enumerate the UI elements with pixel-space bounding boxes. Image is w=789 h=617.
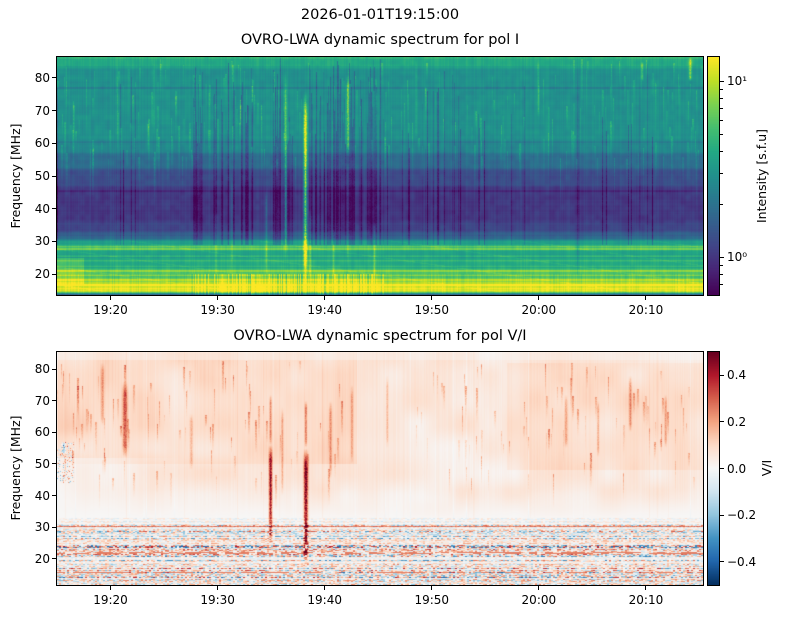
x-tick-mark — [324, 586, 326, 590]
x-tick-label: 19:40 — [307, 303, 342, 317]
y-tick-mark — [52, 431, 56, 433]
colorbar-tick-mark — [720, 468, 724, 469]
pol-i-spectrogram-canvas — [57, 57, 703, 295]
colorbar-tick-mark — [720, 561, 724, 563]
colorbar-minor-tick-mark — [720, 264, 723, 266]
x-tick-label: 20:00 — [521, 303, 557, 317]
x-tick-label: 19:20 — [93, 303, 128, 317]
colorbar-tick-label: −0.4 — [727, 554, 757, 569]
colorbar-minor-tick-mark — [720, 150, 723, 152]
y-tick-label: 80 — [34, 70, 50, 85]
y-tick-mark — [52, 495, 56, 497]
x-tick-label: 19:30 — [200, 303, 235, 317]
x-tick-label: 19:50 — [414, 593, 450, 607]
x-tick-mark — [110, 296, 112, 300]
colorbar-tick-label: 0.4 — [727, 368, 747, 383]
x-tick-label: 19:20 — [93, 593, 128, 607]
colorbar-minor-tick-mark — [720, 273, 723, 275]
colorbar-minor-tick-mark — [720, 203, 723, 205]
y-tick-mark — [52, 208, 56, 210]
y-tick-mark — [52, 558, 56, 560]
y-tick-mark — [52, 77, 56, 79]
x-tick-label: 20:10 — [628, 303, 664, 317]
x-tick-label: 19:40 — [307, 593, 342, 607]
pol-i-colorbar-canvas — [708, 57, 719, 295]
y-tick-label: 30 — [34, 520, 50, 535]
y-tick-mark — [52, 526, 56, 528]
y-tick-mark — [52, 463, 56, 465]
x-tick-label: 19:30 — [200, 593, 235, 607]
y-tick-mark — [52, 110, 56, 112]
y-tick-label: 40 — [34, 488, 50, 503]
x-tick-mark — [645, 586, 647, 590]
y-tick-label: 50 — [34, 456, 50, 471]
y-tick-label: 70 — [34, 393, 50, 408]
colorbar-minor-tick-mark — [720, 107, 723, 109]
x-tick-label: 20:00 — [521, 593, 557, 607]
pol-vi-panel-title: OVRO-LWA dynamic spectrum for pol V/I — [233, 328, 527, 344]
colorbar-minor-tick-mark — [720, 88, 723, 90]
y-tick-label: 50 — [34, 169, 50, 183]
y-tick-label: 30 — [34, 234, 50, 249]
pol-i-colorbar-label: Intensity [s.f.u] — [754, 129, 769, 224]
x-tick-mark — [217, 586, 219, 590]
x-tick-mark — [538, 586, 540, 590]
x-tick-label: 19:50 — [414, 303, 450, 317]
colorbar-tick-label: 10⁰ — [727, 250, 748, 265]
colorbar-tick-label: 0.0 — [727, 461, 747, 476]
y-tick-label: 40 — [34, 201, 50, 216]
pol-i-panel-title: OVRO-LWA dynamic spectrum for pol I — [240, 32, 520, 48]
colorbar-minor-tick-mark — [720, 119, 723, 121]
y-tick-mark — [52, 368, 56, 370]
colorbar-minor-tick-mark — [720, 97, 723, 99]
y-tick-label: 80 — [34, 362, 50, 377]
colorbar-tick-label: 0.2 — [727, 414, 747, 429]
x-tick-mark — [217, 296, 219, 300]
y-tick-mark — [52, 240, 56, 242]
x-tick-mark — [431, 586, 433, 590]
pol-vi-colorbar-canvas — [708, 352, 719, 585]
figure-suptitle: 2026-01-01T19:15:00 — [300, 7, 460, 23]
y-tick-label: 60 — [34, 136, 50, 151]
y-tick-label: 60 — [34, 425, 50, 440]
colorbar-minor-tick-mark — [720, 133, 723, 135]
x-tick-mark — [431, 296, 433, 300]
y-tick-mark — [52, 175, 56, 177]
y-tick-mark — [52, 142, 56, 144]
colorbar-minor-tick-mark — [720, 283, 723, 285]
colorbar-minor-tick-mark — [720, 172, 723, 174]
x-tick-mark — [645, 296, 647, 300]
x-tick-mark — [324, 296, 326, 300]
y-tick-label: 20 — [34, 551, 50, 566]
colorbar-tick-mark — [720, 80, 724, 82]
colorbar-tick-mark — [720, 421, 724, 423]
colorbar-tick-mark — [720, 374, 724, 376]
pol-vi-spectrogram-canvas — [57, 352, 703, 585]
x-tick-mark — [538, 296, 540, 300]
colorbar-tick-label: −0.2 — [727, 508, 757, 523]
pol-vi-colorbar-label: V/I — [759, 459, 774, 477]
colorbar-tick-mark — [720, 256, 724, 258]
y-tick-mark — [52, 273, 56, 275]
y-tick-mark — [52, 400, 56, 402]
colorbar-tick-label: 10¹ — [727, 74, 748, 89]
x-tick-label: 20:10 — [628, 593, 664, 607]
x-tick-mark — [110, 586, 112, 590]
y-tick-label: 20 — [34, 267, 50, 282]
y-tick-label: 70 — [34, 103, 50, 118]
colorbar-tick-mark — [720, 514, 724, 516]
